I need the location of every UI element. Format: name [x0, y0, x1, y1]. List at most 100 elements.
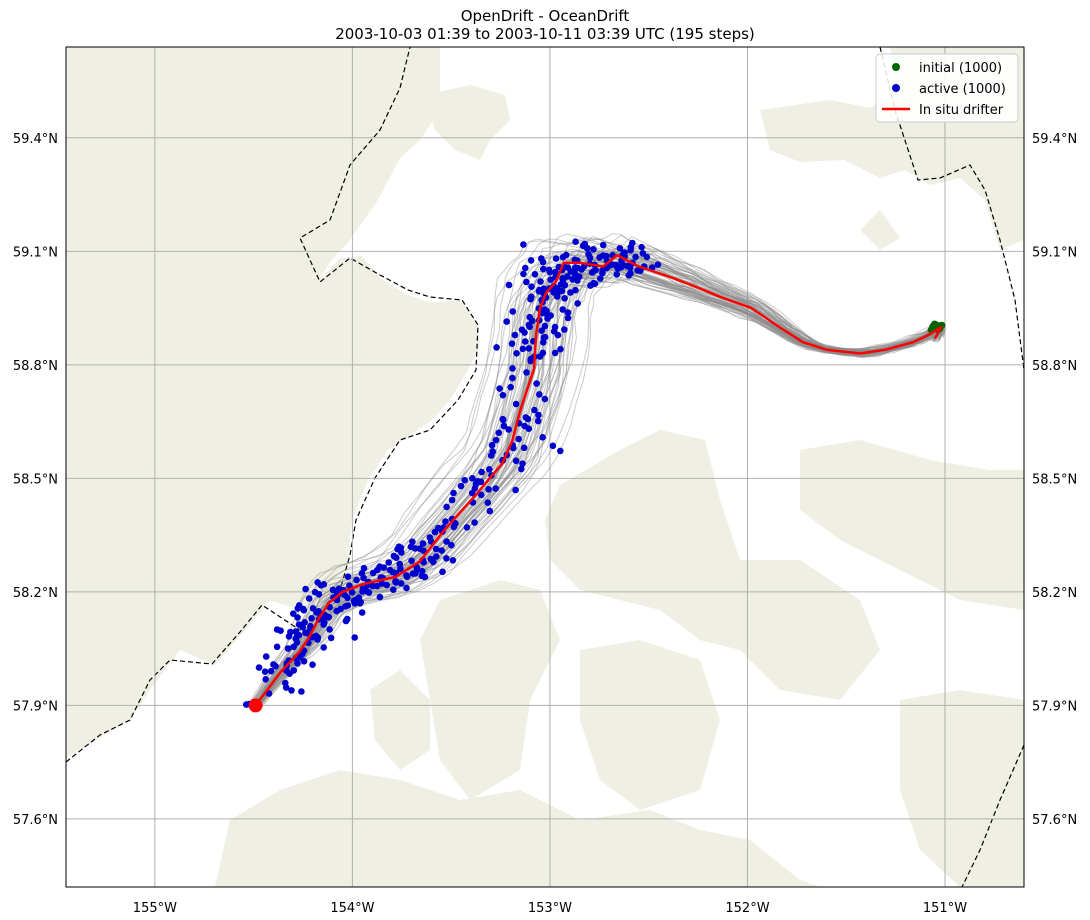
- active-particle: [518, 465, 525, 473]
- active-particle: [294, 614, 301, 621]
- active-particle: [512, 486, 519, 494]
- active-particle: [574, 300, 581, 307]
- active-particle: [559, 253, 567, 261]
- trajectory-line: [263, 257, 947, 706]
- active-particle: [376, 563, 384, 570]
- active-particle: [262, 653, 270, 660]
- lat-tick-label-right: 58.8°N: [1032, 359, 1077, 374]
- active-particle: [559, 306, 566, 313]
- active-particle: [284, 645, 292, 652]
- active-particle: [358, 609, 366, 616]
- active-particle: [627, 270, 634, 277]
- active-particle: [290, 643, 298, 651]
- active-particle: [500, 422, 508, 430]
- active-particle: [344, 602, 352, 609]
- active-particle: [392, 554, 400, 561]
- active-particle: [554, 331, 562, 339]
- active-particle: [551, 349, 559, 357]
- active-particle: [320, 581, 328, 588]
- land-south-middle: [420, 580, 560, 800]
- trajectory-line: [251, 259, 938, 706]
- active-particle: [438, 547, 446, 554]
- trajectory-line: [252, 245, 940, 704]
- active-particle: [539, 349, 547, 357]
- active-particle: [541, 395, 549, 403]
- active-particle: [639, 250, 647, 257]
- active-particle: [564, 273, 571, 280]
- active-particle: [505, 281, 513, 289]
- trajectory-line: [254, 269, 941, 711]
- active-particle: [524, 415, 532, 423]
- legend-box: [875, 53, 1019, 123]
- active-particle: [527, 355, 534, 363]
- active-particle: [545, 266, 553, 274]
- active-particle: [433, 553, 440, 560]
- active-particle: [512, 400, 520, 408]
- active-particle: [421, 573, 429, 581]
- active-particle: [572, 286, 579, 294]
- active-particle: [592, 266, 599, 274]
- active-particle: [356, 600, 364, 607]
- active-particle: [392, 578, 399, 585]
- active-particle: [549, 442, 557, 450]
- active-particle: [450, 489, 457, 497]
- active-particle: [426, 534, 434, 541]
- lat-tick-label-left: 57.9°N: [13, 699, 58, 714]
- active-particle: [351, 634, 359, 641]
- active-particle: [439, 568, 446, 576]
- active-particle: [255, 664, 263, 671]
- active-particle: [523, 369, 530, 376]
- active-particle: [572, 265, 579, 273]
- active-particle: [526, 313, 533, 321]
- active-particle: [507, 383, 514, 391]
- trajectory-line: [253, 242, 937, 703]
- active-particle: [418, 567, 426, 575]
- active-particle: [409, 538, 416, 546]
- active-particle: [290, 610, 297, 617]
- active-particle: [541, 333, 549, 341]
- active-particle: [547, 276, 554, 284]
- active-particle: [448, 541, 455, 549]
- active-particle: [583, 244, 591, 252]
- trajectory-line: [253, 233, 939, 700]
- active-particle: [396, 560, 404, 568]
- active-particle: [567, 289, 574, 296]
- lat-tick-label-right: 59.1°N: [1032, 245, 1077, 260]
- active-particle: [290, 667, 298, 674]
- active-particle: [449, 557, 457, 564]
- border-lines: [66, 47, 1024, 887]
- trajectory-line: [255, 244, 942, 705]
- active-particle: [351, 600, 359, 607]
- active-particle: [431, 528, 439, 536]
- trajectory-line: [251, 266, 939, 706]
- active-particle: [559, 276, 567, 284]
- active-particle: [360, 574, 367, 582]
- active-particle: [288, 687, 295, 694]
- active-particle: [344, 573, 352, 580]
- map-frame: [65, 46, 1025, 888]
- active-particle: [373, 582, 381, 590]
- land-south-center: [580, 640, 720, 810]
- active-particle: [457, 482, 465, 490]
- active-particle: [499, 415, 507, 423]
- active-particle: [443, 538, 450, 545]
- active-particle: [540, 265, 547, 273]
- lat-tick-label-right: 58.2°N: [1032, 586, 1077, 601]
- lat-tick-label-right: 59.4°N: [1032, 132, 1077, 147]
- legend: initial (1000) active (1000) In situ dri…: [875, 53, 1019, 123]
- lat-tick-label-right: 57.9°N: [1032, 699, 1077, 714]
- active-particle: [442, 518, 449, 525]
- active-particle: [527, 257, 535, 264]
- active-particle: [613, 271, 621, 278]
- lat-tick-label-left: 59.4°N: [13, 132, 58, 147]
- active-particle: [262, 676, 270, 683]
- drifter-track: [254, 253, 943, 707]
- active-particle: [477, 491, 485, 499]
- active-particle: [521, 338, 529, 345]
- active-particle: [531, 406, 538, 414]
- land-southwest: [370, 670, 430, 770]
- active-particle: [488, 441, 496, 449]
- active-particle: [305, 595, 313, 602]
- active-particle: [329, 586, 337, 594]
